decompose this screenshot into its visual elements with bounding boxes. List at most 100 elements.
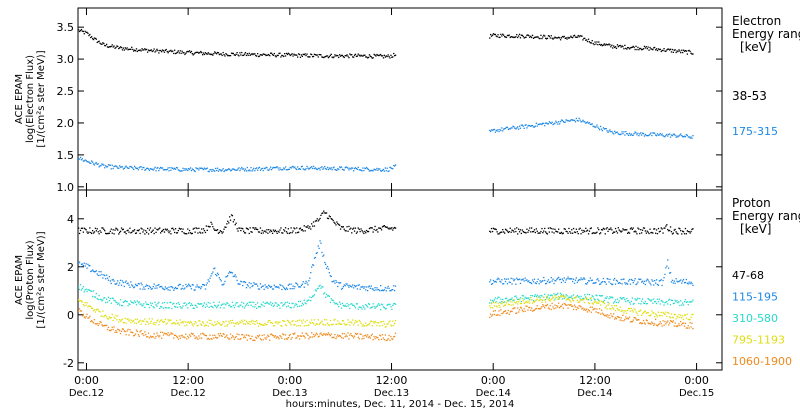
data-point: [326, 322, 329, 324]
data-point: [627, 133, 629, 135]
data-point: [302, 319, 304, 321]
data-point: [551, 302, 553, 305]
data-point: [212, 226, 214, 228]
data-point: [538, 37, 540, 40]
data-point: [524, 310, 526, 312]
data-point: [165, 333, 167, 335]
data-point: [576, 294, 578, 297]
data-point: [238, 167, 240, 169]
data-point: [563, 228, 565, 230]
data-point: [192, 169, 194, 171]
data-point: [642, 282, 645, 284]
data-point: [552, 296, 554, 298]
data-point: [504, 297, 507, 300]
data-point: [378, 322, 380, 324]
data-point: [167, 319, 169, 321]
data-point: [259, 338, 262, 340]
data-point: [281, 288, 283, 291]
data-point: [646, 302, 648, 305]
data-point: [162, 50, 165, 52]
data-point: [147, 227, 149, 230]
data-point: [551, 297, 553, 300]
data-point: [499, 301, 501, 303]
data-point: [131, 301, 133, 304]
data-point: [492, 33, 495, 35]
data-point: [578, 117, 580, 119]
data-point: [278, 287, 280, 289]
data-point: [570, 232, 572, 234]
data-point: [149, 227, 152, 229]
data-point: [509, 298, 511, 300]
data-point: [377, 231, 379, 233]
data-point: [147, 287, 150, 290]
data-point: [557, 37, 559, 39]
data-point: [173, 229, 175, 231]
data-point: [519, 229, 522, 231]
data-point: [329, 275, 331, 277]
data-point: [517, 126, 519, 128]
data-point: [270, 285, 273, 288]
data-point: [586, 230, 588, 232]
data-point: [121, 166, 124, 168]
data-point: [491, 307, 494, 309]
data-point: [499, 36, 501, 39]
data-point: [669, 322, 671, 324]
data-point: [197, 167, 199, 170]
data-point: [572, 119, 574, 121]
data-point: [657, 324, 660, 326]
data-point: [147, 51, 149, 53]
data-point: [548, 281, 550, 284]
data-point: [644, 283, 646, 286]
data-point: [547, 279, 550, 281]
data-point: [284, 55, 287, 57]
data-point: [532, 126, 535, 128]
data-point: [652, 302, 654, 304]
data-point: [202, 54, 204, 56]
data-point: [337, 320, 339, 322]
data-point: [394, 226, 396, 229]
data-point: [542, 36, 544, 38]
data-point: [654, 280, 656, 282]
data-point: [93, 231, 96, 233]
data-point: [583, 37, 585, 40]
data-point: [247, 323, 249, 325]
data-point: [163, 169, 166, 171]
data-point: [121, 280, 124, 282]
data-point: [167, 52, 169, 54]
data-point: [659, 303, 661, 305]
data-point: [215, 324, 217, 326]
data-point: [344, 304, 346, 307]
data-point: [152, 336, 154, 338]
data-point: [94, 227, 97, 229]
data-point: [281, 232, 283, 234]
data-point: [216, 323, 218, 325]
data-point: [257, 306, 260, 308]
data-point: [127, 305, 129, 307]
data-point: [186, 286, 188, 288]
data-point: [265, 302, 267, 304]
data-point: [277, 54, 279, 57]
data-point: [624, 282, 626, 284]
data-point: [189, 285, 192, 288]
data-point: [112, 297, 114, 299]
data-point: [628, 301, 631, 304]
data-point: [603, 281, 605, 283]
data-point: [565, 304, 567, 306]
data-point: [497, 314, 499, 316]
data-point: [533, 229, 536, 231]
data-point: [217, 322, 220, 324]
data-point: [611, 130, 613, 133]
data-point: [185, 283, 187, 286]
data-point: [623, 320, 625, 322]
data-point: [642, 48, 645, 50]
data-point: [285, 338, 288, 340]
data-point: [312, 55, 315, 58]
data-point: [224, 170, 226, 172]
data-point: [675, 325, 677, 327]
data-point: [522, 310, 524, 313]
data-point: [180, 228, 182, 230]
data-point: [174, 305, 176, 308]
data-point: [326, 265, 329, 268]
data-point: [624, 318, 626, 320]
data-point: [621, 298, 623, 300]
